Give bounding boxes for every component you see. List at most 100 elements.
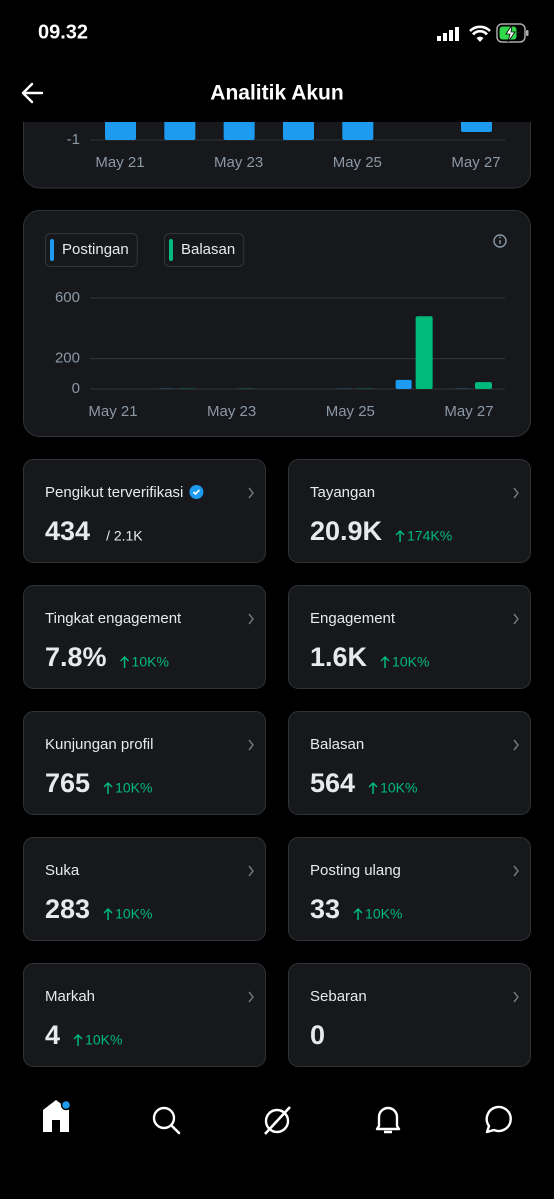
notification-dot bbox=[60, 1099, 72, 1111]
legend-box bbox=[164, 233, 245, 267]
nav-grok[interactable] bbox=[264, 1108, 290, 1134]
nav-notifications[interactable] bbox=[375, 1106, 401, 1134]
battery bbox=[505, 24, 516, 43]
up-arrow bbox=[368, 781, 378, 794]
metric-card[interactable]: Balasan 564 10K% bbox=[288, 711, 531, 815]
battery bbox=[496, 23, 526, 43]
metric-card[interactable]: Tingkat engagement 7.8% 10K% bbox=[23, 585, 266, 689]
x-tick-label: May 27 bbox=[451, 154, 500, 171]
metric-card[interactable]: Kunjungan profil 765 10K% bbox=[23, 711, 266, 815]
metric-label: Kunjungan profil bbox=[45, 736, 153, 753]
up-arrow bbox=[103, 781, 113, 794]
x-tick-label: May 25 bbox=[326, 403, 375, 420]
metric-value: 564 bbox=[310, 768, 355, 798]
up-arrow bbox=[103, 907, 113, 920]
metric-change: 10K% bbox=[115, 906, 152, 922]
bar bbox=[395, 379, 412, 389]
wifi bbox=[469, 25, 491, 36]
bar bbox=[474, 382, 492, 389]
up-arrow bbox=[353, 907, 363, 920]
info-icon[interactable] bbox=[493, 234, 507, 248]
metric-label: Balasan bbox=[310, 736, 364, 753]
x-tick-label: May 23 bbox=[207, 403, 256, 420]
signal bbox=[449, 30, 453, 41]
card-bg bbox=[288, 837, 531, 941]
legend-swatch bbox=[169, 239, 173, 261]
metric-change: 174K% bbox=[407, 528, 452, 544]
metric-value: 283 bbox=[45, 894, 90, 924]
metric-card[interactable]: Tayangan 20.9K 174K% bbox=[288, 459, 531, 563]
chevron bbox=[513, 613, 519, 625]
metric-card[interactable]: Markah 4 10K% bbox=[23, 963, 266, 1067]
back-button[interactable] bbox=[21, 82, 44, 104]
metric-cards: Pengikut terverifikasi 434 / 2.1K Tayangan 2… bbox=[23, 459, 531, 1067]
card-bg bbox=[23, 459, 266, 563]
status-icons bbox=[437, 23, 529, 43]
page-title: Analitik Akun bbox=[210, 82, 343, 105]
bottom-nav bbox=[43, 1099, 512, 1135]
up-arrow bbox=[120, 655, 130, 668]
bar bbox=[282, 120, 314, 140]
chevron bbox=[513, 487, 519, 499]
metric-label: Suka bbox=[45, 862, 80, 879]
metric-change: 10K% bbox=[115, 780, 152, 796]
metric-change: 10K% bbox=[380, 780, 417, 796]
metric-card[interactable]: Pengikut terverifikasi 434 / 2.1K bbox=[23, 459, 266, 563]
signal bbox=[437, 36, 441, 41]
bar bbox=[164, 120, 196, 140]
y-tick-label: 200 bbox=[55, 350, 80, 367]
metric-change: 10K% bbox=[85, 1032, 122, 1048]
bar bbox=[460, 120, 492, 132]
card-bg bbox=[23, 837, 266, 941]
metric-value: 7.8% bbox=[45, 642, 107, 672]
card-bg bbox=[288, 459, 531, 563]
card-bg bbox=[23, 711, 266, 815]
bar bbox=[105, 120, 136, 140]
metric-label: Tingkat engagement bbox=[45, 610, 182, 627]
nav-home bbox=[52, 1120, 60, 1132]
bar bbox=[342, 120, 374, 140]
bar bbox=[223, 120, 255, 140]
metric-card[interactable]: Posting ulang 33 10K% bbox=[288, 837, 531, 941]
card-bg bbox=[288, 711, 531, 815]
chevron bbox=[248, 613, 254, 625]
legend-item[interactable]: Balasan bbox=[164, 233, 245, 267]
metric-label: Markah bbox=[45, 988, 95, 1005]
metric-label: Engagement bbox=[310, 610, 396, 627]
metric-total: / 2.1K bbox=[106, 528, 143, 544]
up-arrow bbox=[395, 529, 405, 542]
metric-value: 20.9K bbox=[310, 516, 383, 546]
card-bg bbox=[288, 963, 531, 1067]
metric-change: 10K% bbox=[392, 654, 429, 670]
legend-swatch bbox=[50, 239, 54, 261]
chevron bbox=[513, 739, 519, 751]
card-bg bbox=[23, 963, 266, 1067]
nav-messages[interactable] bbox=[485, 1105, 512, 1134]
x-tick-label: May 23 bbox=[214, 154, 263, 171]
metric-card[interactable]: Suka 283 10K% bbox=[23, 837, 266, 941]
battery bbox=[526, 30, 529, 36]
legend-label: Postingan bbox=[62, 241, 129, 258]
metric-value: 4 bbox=[45, 1020, 60, 1050]
metric-label: Sebaran bbox=[310, 988, 367, 1005]
metric-label: Pengikut terverifikasi bbox=[45, 484, 183, 501]
nav-search[interactable] bbox=[152, 1106, 176, 1130]
chevron bbox=[248, 739, 254, 751]
chevron bbox=[513, 991, 519, 1003]
nav-search bbox=[170, 1124, 181, 1135]
chevron bbox=[248, 487, 254, 499]
info-icon bbox=[499, 236, 501, 239]
header-bg bbox=[0, 0, 554, 122]
up-arrow bbox=[73, 1033, 83, 1046]
metric-value: 0 bbox=[310, 1020, 325, 1050]
y-tick-label: -1 bbox=[67, 131, 80, 148]
metric-card[interactable]: Sebaran 0 bbox=[288, 963, 531, 1067]
x-tick-label: May 21 bbox=[88, 403, 137, 420]
legend-item[interactable]: Postingan bbox=[45, 233, 138, 267]
metric-card[interactable]: Engagement 1.6K 10K% bbox=[288, 585, 531, 689]
metric-value: 33 bbox=[310, 894, 340, 924]
y-tick-label: 600 bbox=[55, 289, 80, 306]
chevron bbox=[248, 865, 254, 877]
y-tick-label: 0 bbox=[72, 380, 80, 397]
